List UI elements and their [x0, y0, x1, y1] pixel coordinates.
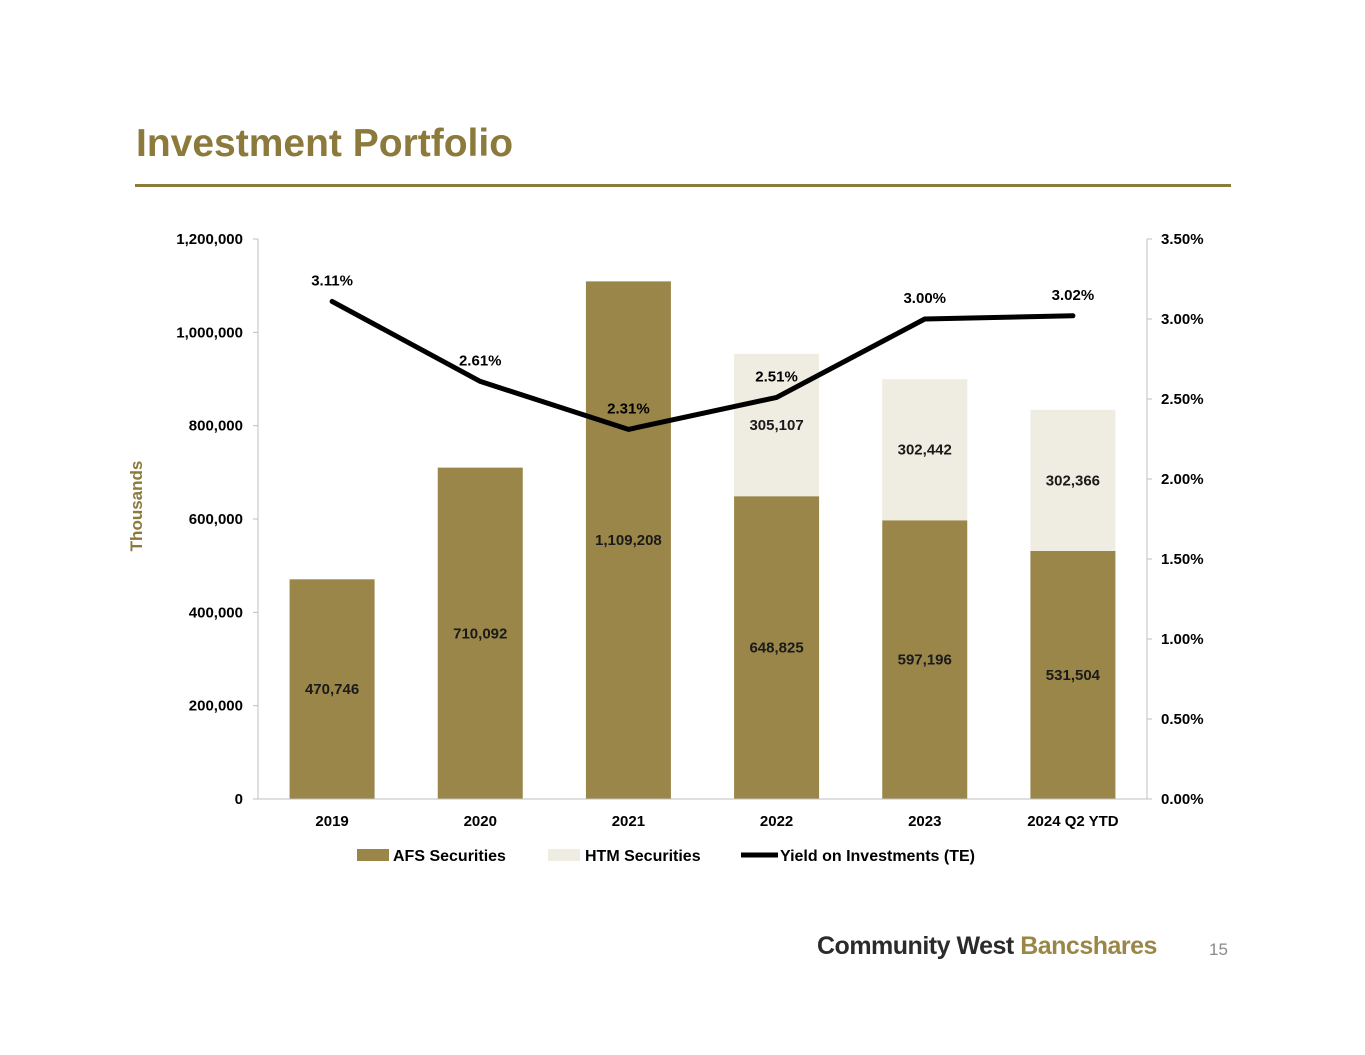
data-label-yield: 3.02%: [1052, 287, 1095, 304]
data-label-htm: 302,442: [898, 442, 952, 459]
slide-title: Investment Portfolio: [136, 122, 514, 165]
y2-tick-label: 0.50%: [1161, 711, 1204, 728]
data-label-htm: 302,366: [1046, 472, 1100, 489]
y2-tick-label: 2.00%: [1161, 471, 1204, 488]
bar-afs: [1030, 550, 1116, 799]
x-tick-label: 2024 Q2 YTD: [1027, 813, 1119, 830]
y2-tick-label: 2.50%: [1161, 391, 1204, 408]
x-tick-label: 2020: [464, 813, 497, 830]
data-label-afs: 710,092: [453, 625, 507, 642]
data-label-yield: 2.61%: [459, 352, 502, 369]
legend-label-htm: HTM Securities: [585, 848, 701, 865]
y-axis-title: Thousands: [127, 461, 146, 552]
company-logo: Community West Bancshares: [817, 932, 1157, 961]
legend-label-afs: AFS Securities: [393, 848, 506, 865]
data-label-yield: 3.00%: [903, 290, 946, 307]
y2-tick-label: 1.00%: [1161, 631, 1204, 648]
y2-tick-label: 3.00%: [1161, 311, 1204, 328]
x-tick-label: 2019: [315, 813, 348, 830]
data-label-afs: 648,825: [749, 640, 803, 657]
bar-afs: [882, 520, 968, 799]
x-tick-label: 2021: [612, 813, 645, 830]
x-tick-label: 2023: [908, 813, 941, 830]
title-divider: [135, 184, 1231, 187]
x-tick-label: 2022: [760, 813, 793, 830]
y-tick-label: 0: [235, 791, 243, 808]
y2-tick-label: 3.50%: [1161, 231, 1204, 248]
data-label-afs: 597,196: [898, 652, 952, 669]
page-number: 15: [1209, 940, 1228, 959]
data-label-yield: 3.11%: [311, 272, 353, 289]
bar-afs: [585, 281, 671, 799]
y2-tick-label: 1.50%: [1161, 551, 1204, 568]
y-tick-label: 200,000: [189, 698, 243, 715]
data-label-yield: 2.31%: [607, 400, 650, 417]
bar-afs: [437, 467, 523, 799]
data-label-htm: 305,107: [749, 417, 803, 434]
y-tick-label: 1,200,000: [176, 231, 243, 248]
y2-tick-label: 0.00%: [1161, 791, 1204, 808]
bar-htm: [734, 353, 820, 497]
y-tick-label: 800,000: [189, 418, 243, 435]
y-tick-label: 1,000,000: [176, 324, 243, 341]
bar-htm: [1030, 409, 1116, 551]
data-label-afs: 531,504: [1046, 667, 1101, 684]
bar-htm: [882, 379, 968, 521]
data-label-afs: 1,109,208: [595, 532, 662, 549]
y-tick-label: 600,000: [189, 511, 243, 528]
legend-swatch-htm: [548, 849, 580, 861]
yield-line: [329, 298, 1076, 432]
data-label-afs: 470,746: [305, 681, 359, 698]
data-label-yield: 2.51%: [755, 368, 798, 385]
logo-text-bancshares: Bancshares: [1020, 932, 1157, 960]
y-tick-label: 400,000: [189, 604, 243, 621]
bar-afs: [734, 496, 820, 799]
legend-label-yield: Yield on Investments (TE): [780, 848, 975, 865]
legend-swatch-afs: [357, 849, 389, 861]
logo-text-community-west: Community West: [817, 932, 1014, 960]
bar-afs: [289, 579, 375, 799]
